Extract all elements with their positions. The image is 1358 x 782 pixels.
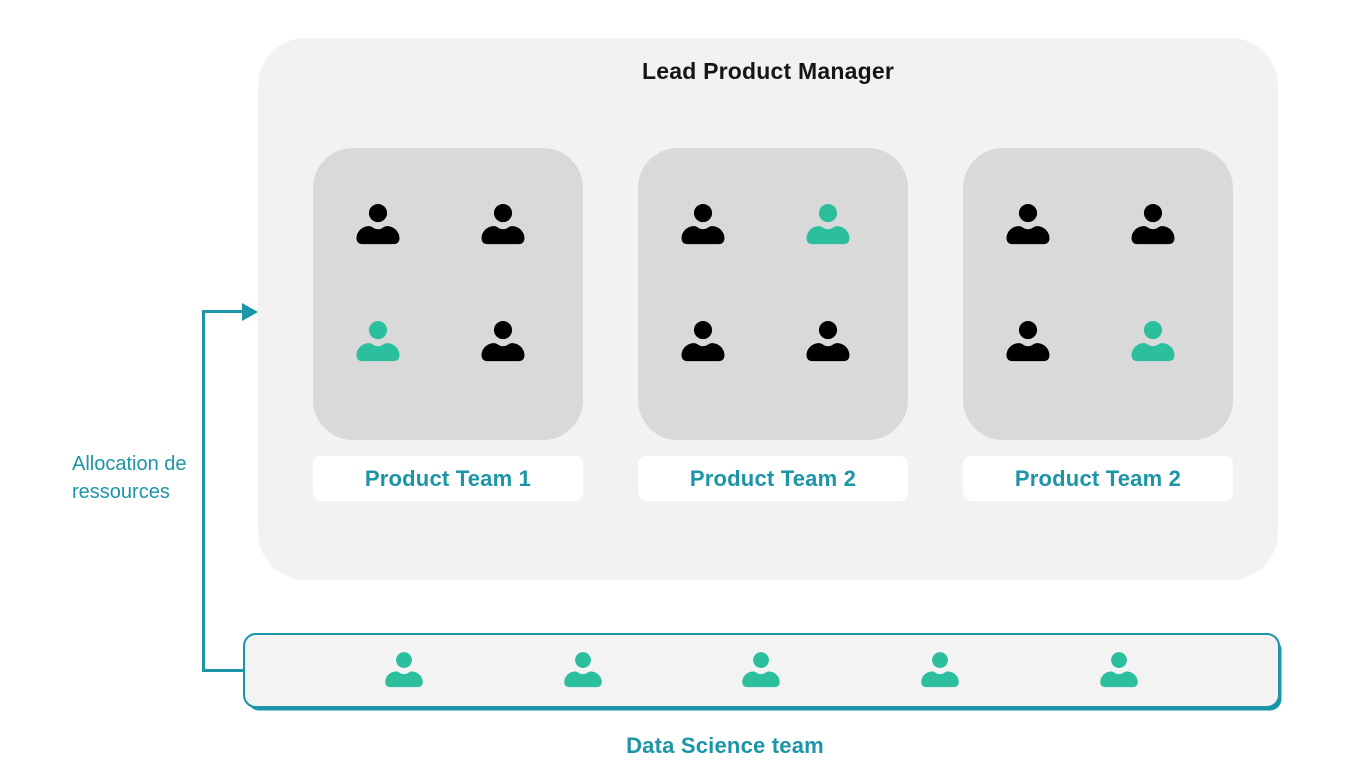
person-icon xyxy=(356,204,400,245)
person-icon xyxy=(1131,204,1175,245)
team-column: Product Team 2 xyxy=(638,148,908,501)
person-icon xyxy=(481,204,525,245)
person-icon xyxy=(742,652,781,688)
person-icon xyxy=(681,321,725,362)
person-icon xyxy=(806,321,850,362)
person-icon xyxy=(806,204,850,245)
connector-top-line xyxy=(202,310,244,313)
team-column: Product Team 2 xyxy=(963,148,1233,501)
data-science-label: Data Science team xyxy=(626,733,824,758)
connector-bottom-line xyxy=(202,669,245,672)
person-icon xyxy=(481,321,525,362)
data-science-bar xyxy=(243,633,1280,708)
person-icon xyxy=(1006,204,1050,245)
team-box xyxy=(313,148,583,440)
connector-arrowhead-icon xyxy=(242,303,258,321)
person-icon xyxy=(1131,321,1175,362)
connector-vertical-line xyxy=(202,310,205,671)
person-icon xyxy=(356,321,400,362)
person-icon xyxy=(1006,321,1050,362)
team-box xyxy=(963,148,1233,440)
lead-product-manager-title: Lead Product Manager xyxy=(642,58,894,84)
team-box xyxy=(638,148,908,440)
person-icon xyxy=(681,204,725,245)
team-label: Product Team 1 xyxy=(313,456,583,501)
person-icon xyxy=(921,652,960,688)
team-label: Product Team 2 xyxy=(963,456,1233,501)
person-icon xyxy=(1100,652,1138,688)
person-icon xyxy=(563,652,602,688)
team-label: Product Team 2 xyxy=(638,456,908,501)
team-column: Product Team 1 xyxy=(313,148,583,501)
person-icon xyxy=(385,652,423,688)
allocation-label: Allocation de ressources xyxy=(72,453,187,503)
lead-product-manager-container: Lead Product Manager Product Team 1 Prod… xyxy=(258,38,1278,580)
